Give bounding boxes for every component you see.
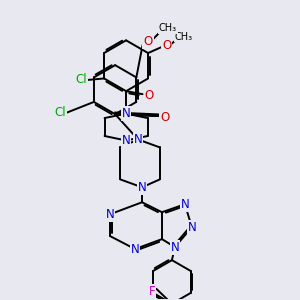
Text: N: N [181,198,189,211]
Text: N: N [122,107,130,120]
Text: N: N [188,221,196,234]
Text: O: O [162,39,172,52]
Text: CH₃: CH₃ [175,32,193,42]
Text: N: N [122,134,130,147]
Text: Cl: Cl [75,74,87,86]
Text: O: O [160,111,170,124]
Text: F: F [149,285,155,298]
Text: CH₃: CH₃ [159,23,177,33]
Text: O: O [145,89,154,102]
Text: N: N [138,181,146,194]
Text: Cl: Cl [55,106,66,119]
Text: O: O [143,35,153,48]
Text: N: N [134,133,142,146]
Text: N: N [131,243,140,256]
Text: N: N [170,241,179,254]
Text: N: N [106,208,115,221]
